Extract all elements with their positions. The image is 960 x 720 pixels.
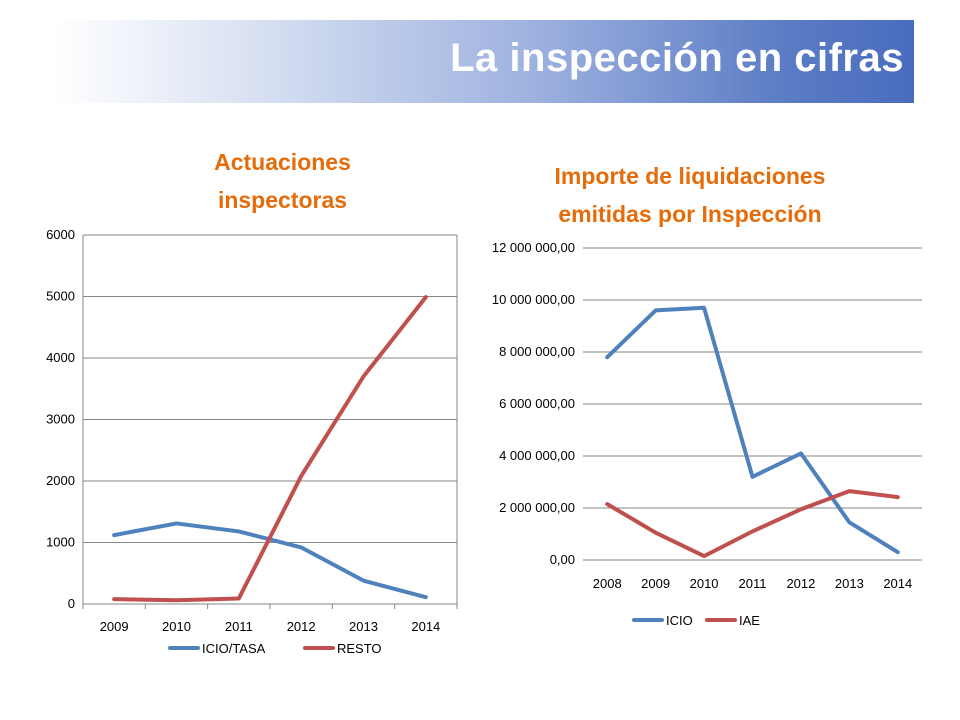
c1-y-tick-label: 1000	[46, 535, 75, 550]
c1-x-tick-label: 2012	[287, 619, 316, 634]
c2-y-tick-label: 6 000 000,00	[499, 396, 575, 411]
c2-x-tick-label: 2011	[739, 576, 767, 591]
c2-legend-label: IAE	[739, 613, 760, 628]
c1-x-tick-label: 2014	[411, 619, 440, 634]
c1-x-tick-label: 2011	[225, 619, 253, 634]
page-title: La inspección en cifras	[450, 36, 904, 80]
c2-x-tick-label: 2008	[593, 576, 622, 591]
c2-y-tick-label: 0,00	[550, 552, 575, 567]
c2-series-line-iae	[605, 489, 900, 559]
c1-x-tick-label: 2013	[349, 619, 378, 634]
c1-y-tick-label: 3000	[46, 412, 75, 427]
c2-x-tick-label: 2010	[690, 576, 719, 591]
c2-x-tick-label: 2013	[835, 576, 864, 591]
c1-y-tick-label: 0	[68, 596, 75, 611]
c2-x-tick-label: 2014	[883, 576, 912, 591]
c1-y-tick-label: 6000	[46, 227, 75, 242]
c2-y-tick-label: 10 000 000,00	[492, 292, 575, 307]
chart-title-importe: Importe de liquidaciones emitidas por In…	[554, 163, 826, 227]
c2-y-tick-label: 2 000 000,00	[499, 500, 575, 515]
c1-legend-label: ICIO/TASA	[202, 641, 266, 656]
c1-x-tick-label: 2009	[100, 619, 129, 634]
c2-legend-label: ICIO	[666, 613, 693, 628]
c1-y-tick-label: 2000	[46, 473, 75, 488]
c1-y-tick-label: 4000	[46, 350, 75, 365]
c2-y-tick-label: 12 000 000,00	[492, 240, 575, 255]
c2-x-tick-label: 2012	[786, 576, 815, 591]
header-banner: La inspección en cifras	[52, 20, 914, 103]
c1-y-tick-label: 5000	[46, 289, 75, 304]
c1-legend-label: RESTO	[337, 641, 382, 656]
c2-y-tick-label: 4 000 000,00	[499, 448, 575, 463]
chart-title-actuaciones: Actuaciones inspectoras	[214, 149, 351, 213]
c2-x-tick-label: 2009	[641, 576, 670, 591]
c1-x-tick-label: 2010	[162, 619, 191, 634]
c2-series-line-icio	[605, 305, 900, 555]
c2-y-tick-label: 8 000 000,00	[499, 344, 575, 359]
c1-series-line-resto	[112, 295, 428, 603]
